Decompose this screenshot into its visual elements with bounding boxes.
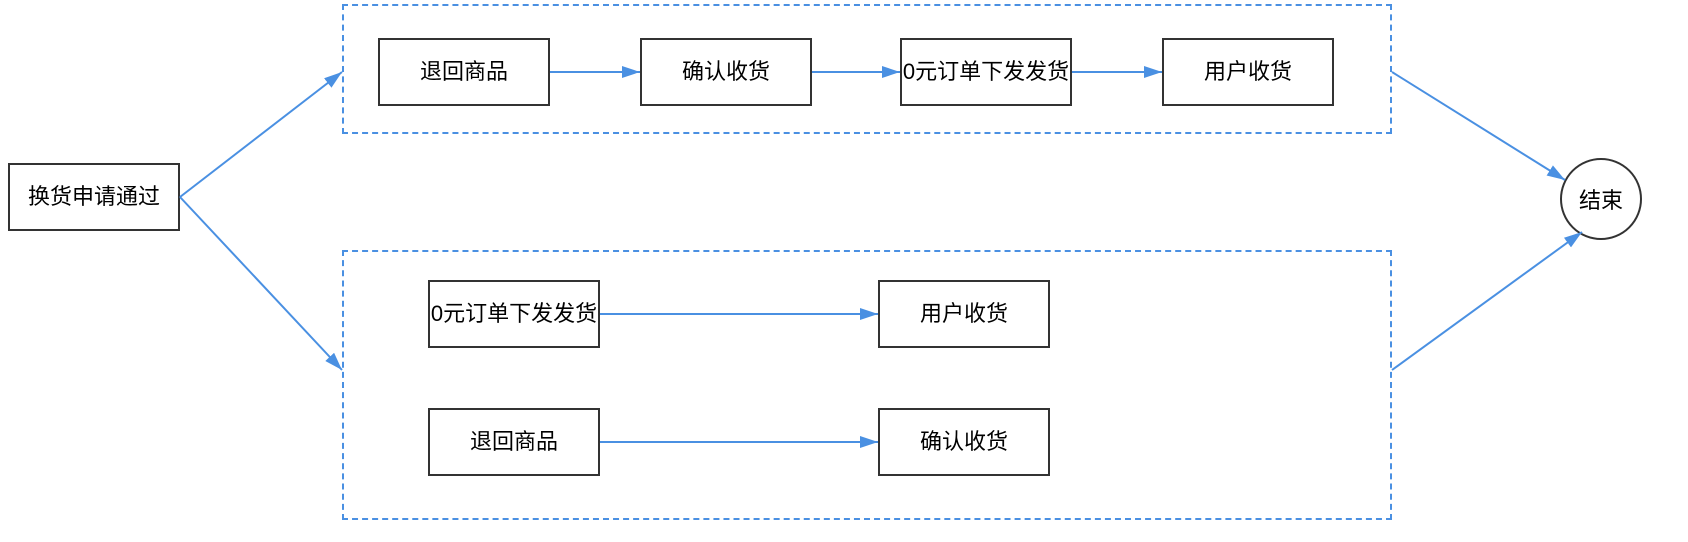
node-return-goods-top: 退回商品 bbox=[378, 38, 550, 106]
node-zero-order-ship-top: 0元订单下发发货 bbox=[900, 38, 1072, 106]
node-label: 确认收货 bbox=[920, 428, 1008, 457]
node-label: 用户收货 bbox=[920, 300, 1008, 329]
node-confirm-receipt-top: 确认收货 bbox=[640, 38, 812, 106]
node-label: 退回商品 bbox=[470, 428, 558, 457]
node-start: 换货申请通过 bbox=[8, 163, 180, 231]
node-label: 0元订单下发发货 bbox=[903, 58, 1069, 87]
node-user-receive-bot: 用户收货 bbox=[878, 280, 1050, 348]
node-label: 结束 bbox=[1579, 183, 1623, 215]
node-label: 确认收货 bbox=[682, 58, 770, 87]
node-label: 换货申请通过 bbox=[28, 183, 160, 212]
node-label: 用户收货 bbox=[1204, 58, 1292, 87]
node-label: 0元订单下发发货 bbox=[431, 300, 597, 329]
node-confirm-receipt-bot: 确认收货 bbox=[878, 408, 1050, 476]
node-zero-order-ship-bot: 0元订单下发发货 bbox=[428, 280, 600, 348]
node-label: 退回商品 bbox=[420, 58, 508, 87]
node-return-goods-bot: 退回商品 bbox=[428, 408, 600, 476]
node-end: 结束 bbox=[1560, 158, 1642, 240]
node-user-receive-top: 用户收货 bbox=[1162, 38, 1334, 106]
